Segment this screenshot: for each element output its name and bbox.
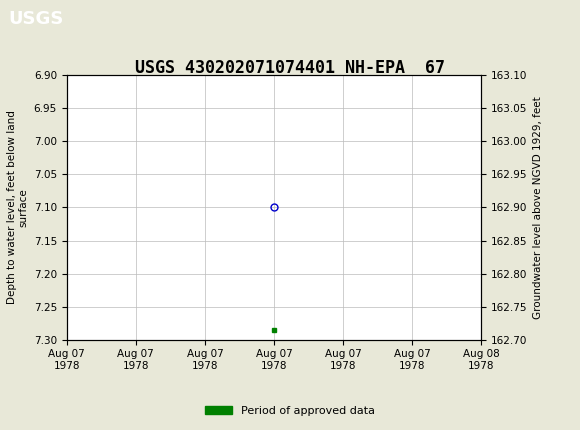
Y-axis label: Groundwater level above NGVD 1929, feet: Groundwater level above NGVD 1929, feet [533,96,543,319]
Text: USGS: USGS [9,10,64,28]
Legend: Period of approved data: Period of approved data [200,401,380,420]
Text: USGS 430202071074401 NH-EPA  67: USGS 430202071074401 NH-EPA 67 [135,59,445,77]
Y-axis label: Depth to water level, feet below land
surface: Depth to water level, feet below land su… [6,111,28,304]
